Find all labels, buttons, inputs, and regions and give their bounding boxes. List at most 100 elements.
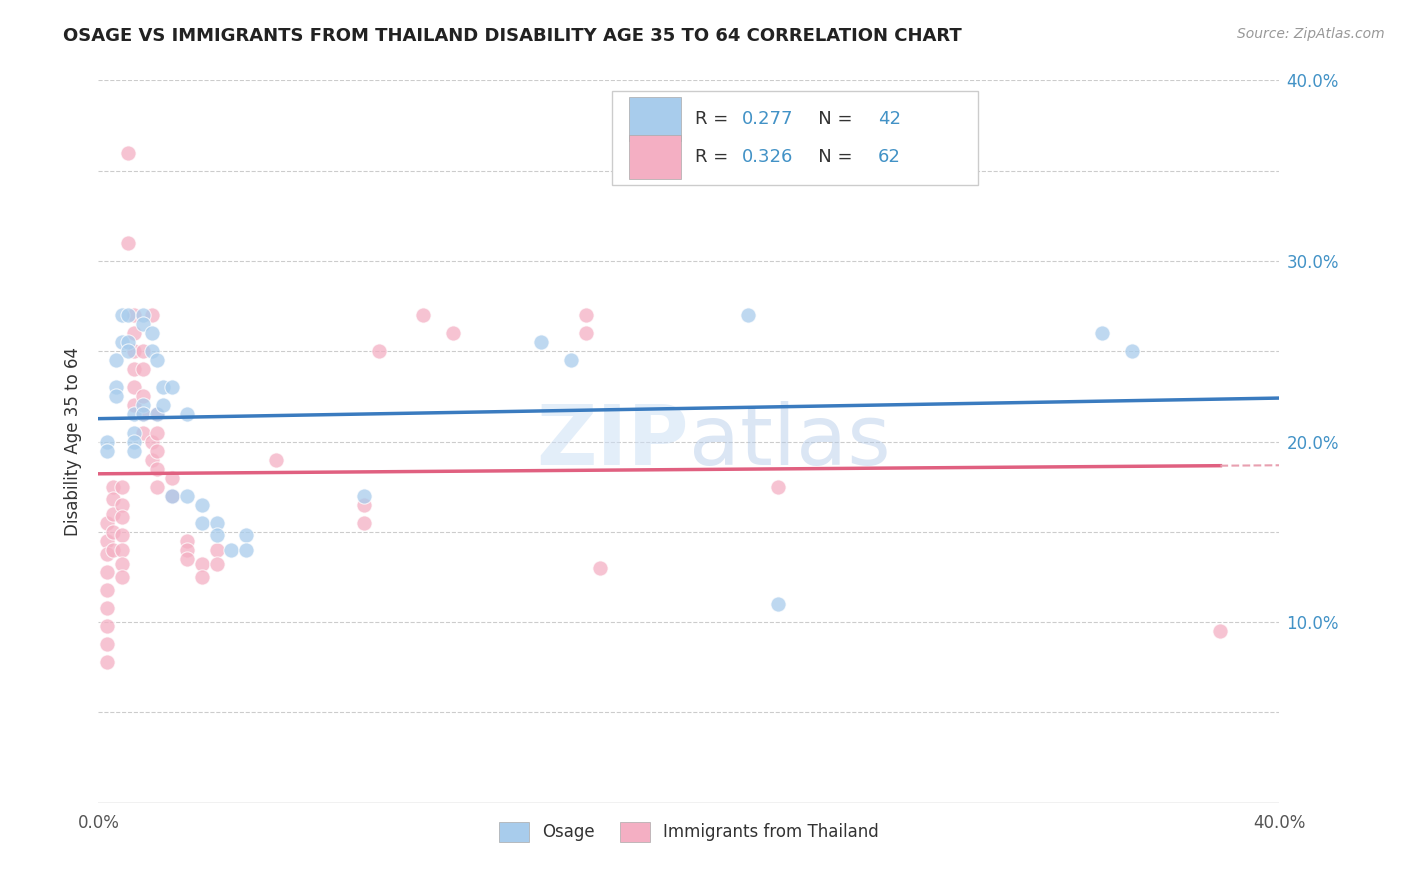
Point	[96, 637, 118, 651]
Point	[441, 326, 464, 340]
Point	[103, 507, 125, 521]
Point	[117, 145, 139, 160]
Point	[96, 600, 118, 615]
Text: N =: N =	[801, 110, 859, 128]
Point	[132, 389, 155, 403]
Point	[235, 528, 257, 542]
Point	[96, 655, 118, 669]
Point	[191, 570, 214, 584]
Point	[141, 344, 163, 359]
Point	[105, 353, 128, 368]
Point	[412, 308, 434, 322]
Point	[176, 408, 198, 422]
Point	[132, 317, 155, 331]
Point	[122, 398, 145, 412]
Point	[96, 516, 118, 530]
Point	[353, 489, 375, 503]
Point	[191, 558, 214, 572]
Point	[103, 524, 125, 539]
Point	[141, 452, 163, 467]
Point	[111, 542, 134, 557]
Point	[353, 516, 375, 530]
Text: 0.277: 0.277	[742, 110, 793, 128]
Point	[1091, 326, 1114, 340]
Point	[205, 516, 228, 530]
Point	[96, 434, 118, 449]
Point	[205, 542, 228, 557]
Point	[105, 389, 128, 403]
Point	[146, 425, 169, 440]
Point	[122, 344, 145, 359]
Point	[111, 480, 134, 494]
Point	[132, 425, 155, 440]
Point	[146, 480, 169, 494]
Text: R =: R =	[695, 110, 734, 128]
Point	[162, 489, 183, 503]
Point	[103, 492, 125, 507]
Point	[1209, 624, 1232, 639]
Point	[96, 547, 118, 561]
Point	[205, 558, 228, 572]
Point	[103, 480, 125, 494]
Point	[117, 344, 139, 359]
Text: OSAGE VS IMMIGRANTS FROM THAILAND DISABILITY AGE 35 TO 64 CORRELATION CHART: OSAGE VS IMMIGRANTS FROM THAILAND DISABI…	[63, 27, 962, 45]
Point	[264, 452, 287, 467]
Point	[368, 344, 391, 359]
Point	[132, 408, 155, 422]
Text: ZIP: ZIP	[537, 401, 689, 482]
Point	[575, 308, 598, 322]
Point	[132, 362, 155, 376]
Point	[122, 326, 145, 340]
Point	[117, 308, 139, 322]
Point	[575, 326, 598, 340]
Point	[96, 443, 118, 458]
FancyBboxPatch shape	[628, 135, 681, 179]
Legend: Osage, Immigrants from Thailand: Osage, Immigrants from Thailand	[492, 815, 886, 848]
Point	[96, 533, 118, 548]
Text: 42: 42	[877, 110, 901, 128]
Point	[111, 558, 134, 572]
Point	[766, 597, 789, 611]
Point	[176, 489, 198, 503]
Point	[122, 425, 145, 440]
Point	[132, 308, 155, 322]
Point	[221, 542, 243, 557]
Point	[205, 528, 228, 542]
Point	[141, 326, 163, 340]
Point	[176, 542, 198, 557]
Point	[117, 235, 139, 250]
Point	[530, 335, 553, 350]
Text: R =: R =	[695, 148, 734, 166]
Point	[96, 565, 118, 579]
Point	[96, 582, 118, 597]
Text: N =: N =	[801, 148, 859, 166]
Point	[122, 362, 145, 376]
Point	[737, 308, 759, 322]
Point	[111, 570, 134, 584]
Point	[176, 552, 198, 566]
Point	[111, 528, 134, 542]
Point	[191, 516, 214, 530]
Point	[122, 443, 145, 458]
Y-axis label: Disability Age 35 to 64: Disability Age 35 to 64	[65, 347, 83, 536]
Point	[353, 498, 375, 512]
Point	[146, 461, 169, 475]
Point	[96, 619, 118, 633]
Text: 62: 62	[877, 148, 901, 166]
Point	[146, 443, 169, 458]
Point	[132, 344, 155, 359]
Point	[111, 335, 134, 350]
Point	[122, 434, 145, 449]
Point	[111, 510, 134, 524]
Point	[162, 489, 183, 503]
Point	[560, 353, 582, 368]
Point	[589, 561, 612, 575]
Point	[146, 408, 169, 422]
Point	[176, 533, 198, 548]
Point	[152, 398, 174, 412]
Point	[235, 542, 257, 557]
Point	[146, 408, 169, 422]
Point	[122, 308, 145, 322]
Point	[1121, 344, 1143, 359]
Point	[191, 498, 214, 512]
